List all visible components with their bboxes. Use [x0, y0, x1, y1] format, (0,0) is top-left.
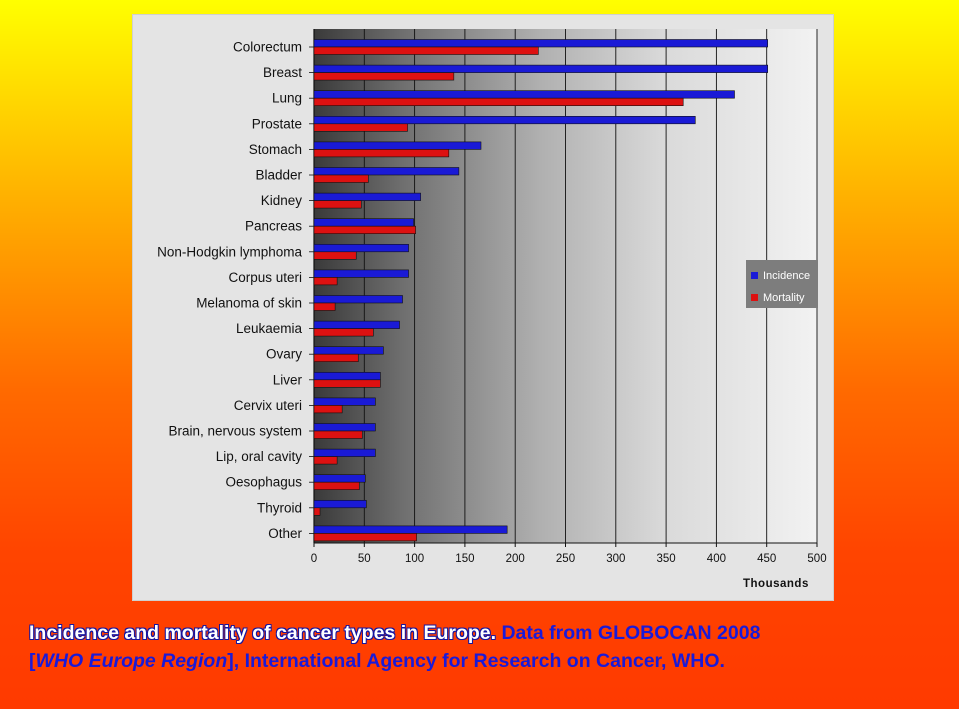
bar-incidence	[313, 295, 403, 304]
category-label: Brain, nervous system	[168, 424, 302, 439]
category-label: Pancreas	[245, 219, 302, 234]
category-label: Colorectum	[233, 40, 302, 55]
x-tick-label: 500	[807, 553, 826, 565]
bar-mortality	[313, 46, 539, 55]
bar-incidence	[313, 499, 367, 509]
category-label: Breast	[263, 65, 302, 80]
x-tick-label: 250	[556, 553, 575, 565]
legend-incidence-swatch	[751, 272, 758, 279]
category-label: Other	[268, 526, 302, 541]
bar-incidence	[313, 525, 508, 534]
bar-incidence	[313, 448, 376, 457]
chart-panel: Colorectum Breast Lung Prostate Stomach Bladd…	[132, 14, 834, 601]
bar-incidence	[313, 218, 414, 227]
bar-mortality	[313, 149, 450, 158]
bar-mortality	[313, 302, 336, 311]
chart-caption: Incidence and mortality of cancer types …	[29, 619, 949, 675]
category-label: Corpus uteri	[228, 270, 302, 285]
bar-incidence	[313, 320, 400, 329]
bar-incidence	[313, 64, 769, 73]
bar-mortality	[313, 277, 338, 286]
caption-agency: ], International Agency for Research on …	[227, 650, 725, 672]
bar-mortality	[313, 251, 357, 260]
x-tick-label: 200	[506, 553, 525, 565]
bar-incidence	[313, 167, 460, 176]
x-tick-label: 100	[405, 553, 424, 565]
category-label: Cervix uteri	[234, 398, 302, 413]
bar-mortality	[313, 200, 362, 209]
category-label: Oesophagus	[225, 475, 302, 490]
legend: Incidence Mortality	[746, 260, 818, 308]
bar-incidence	[313, 371, 381, 381]
bar-mortality	[313, 507, 321, 516]
bar-mortality	[313, 456, 338, 465]
bar-mortality	[313, 72, 455, 81]
bar-incidence	[313, 141, 482, 150]
bar-chart: Colorectum Breast Lung Prostate Stomach Bladd…	[157, 29, 827, 590]
category-label: Melanoma of skin	[196, 296, 302, 311]
x-tick-label: 350	[657, 553, 676, 565]
x-tick-label: 0	[311, 553, 317, 565]
bar-mortality	[313, 123, 408, 132]
category-label: Kidney	[261, 193, 303, 208]
legend-mortality-swatch	[751, 294, 758, 301]
category-label: Bladder	[255, 168, 302, 183]
x-tick-label: 400	[707, 553, 726, 565]
bar-mortality	[313, 430, 363, 439]
caption-region: WHO Europe Region	[35, 650, 228, 672]
bar-mortality	[313, 481, 360, 491]
bar-mortality	[313, 379, 381, 388]
x-tick-label: 300	[606, 553, 625, 565]
caption-title: Incidence and mortality of cancer types …	[29, 622, 497, 644]
category-label: Non-Hodgkin lymphoma	[157, 244, 302, 259]
bar-incidence	[313, 192, 421, 201]
bar-mortality	[313, 97, 684, 106]
bar-incidence	[313, 269, 409, 278]
category-label: Lung	[272, 91, 302, 106]
category-label: Thyroid	[257, 500, 302, 515]
category-label: Leukaemia	[236, 321, 303, 336]
bar-incidence	[313, 397, 376, 406]
bar-mortality	[313, 328, 374, 337]
bar-incidence	[313, 474, 366, 483]
bar-mortality	[313, 405, 343, 414]
legend-mortality-label: Mortality	[763, 292, 805, 304]
x-tick-label: 50	[358, 553, 371, 565]
category-label: Stomach	[249, 142, 302, 157]
x-axis-title: Thousands	[743, 578, 809, 590]
bar-mortality	[313, 174, 369, 183]
category-label: Lip, oral cavity	[216, 449, 303, 464]
caption-bracket-open: [	[29, 650, 36, 672]
category-label: Prostate	[252, 116, 302, 131]
bar-mortality	[313, 533, 417, 542]
category-label: Liver	[273, 372, 303, 387]
bar-incidence	[313, 244, 409, 253]
bar-mortality	[313, 353, 359, 363]
x-tick-label: 150	[455, 553, 474, 565]
bar-incidence	[313, 116, 696, 125]
caption-source: Data from GLOBOCAN 2008	[496, 622, 761, 644]
bar-incidence	[313, 90, 735, 99]
bar-incidence	[313, 346, 384, 355]
category-label: Ovary	[266, 347, 302, 362]
bar-incidence	[313, 423, 376, 432]
bar-incidence	[313, 39, 769, 48]
bar-mortality	[313, 225, 416, 234]
legend-incidence-label: Incidence	[763, 270, 810, 282]
x-tick-label: 450	[757, 553, 776, 565]
